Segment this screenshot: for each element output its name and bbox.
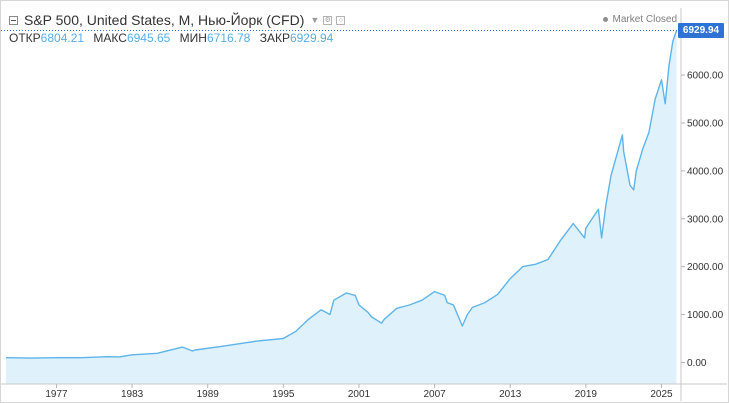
symbol-title[interactable]: S&P 500, United States, M, Нью-Йорк (CFD… <box>24 12 305 28</box>
price-tick-label: 4000.00 <box>687 166 724 177</box>
low-value: 6716.78 <box>206 31 251 45</box>
ohlc-values: ОТКР6804.21 МАКС6945.65 МИН6716.78 ЗАКР6… <box>9 31 339 45</box>
market-status: Market Closed <box>602 14 677 25</box>
close-value: 6929.94 <box>289 31 334 45</box>
time-tick-label: 1983 <box>121 389 144 400</box>
time-axis[interactable]: 1977 1983 1989 1995 2001 2007 2013 2019 2025 <box>45 384 673 400</box>
status-dot-icon <box>602 17 608 22</box>
time-tick-label: 2025 <box>650 389 673 400</box>
time-tick-label: 1989 <box>197 389 220 400</box>
high-value: 6945.65 <box>126 31 171 45</box>
collapse-legend-button[interactable] <box>9 15 18 25</box>
price-axis[interactable]: 6000.00 5000.00 4000.00 3000.00 2000.00 1000.… <box>681 71 724 369</box>
time-tick-label: 2007 <box>423 389 446 400</box>
last-price-badge: 6929.94 <box>678 23 724 38</box>
price-tick-label: 6000.00 <box>687 71 724 82</box>
time-tick-label: 2013 <box>499 389 522 400</box>
time-tick-label: 2019 <box>575 389 598 400</box>
price-tick-label: 1000.00 <box>687 310 724 321</box>
price-tick-label: 0.00 <box>687 358 707 369</box>
settings-icon[interactable]: ⚙ <box>323 15 333 25</box>
time-tick-label: 1977 <box>45 389 68 400</box>
open-value: 6804.21 <box>40 31 85 45</box>
price-tick-label: 3000.00 <box>687 214 724 225</box>
chart-legend-header: S&P 500, United States, M, Нью-Йорк (CFD… <box>9 11 346 29</box>
low-label: МИН <box>179 31 207 45</box>
high-label: МАКС <box>93 31 127 45</box>
chevron-down-icon[interactable]: ▼ <box>310 15 320 25</box>
hide-icon[interactable]: ○ <box>336 15 346 25</box>
series-area <box>6 30 677 384</box>
price-tick-label: 2000.00 <box>687 262 724 273</box>
market-status-label: Market Closed <box>612 14 677 25</box>
time-tick-label: 2001 <box>348 389 371 400</box>
price-tick-label: 5000.00 <box>687 118 724 129</box>
series-line[interactable] <box>5 30 678 359</box>
close-label: ЗАКР <box>259 31 290 45</box>
open-label: ОТКР <box>9 31 41 45</box>
time-tick-label: 1995 <box>272 389 295 400</box>
